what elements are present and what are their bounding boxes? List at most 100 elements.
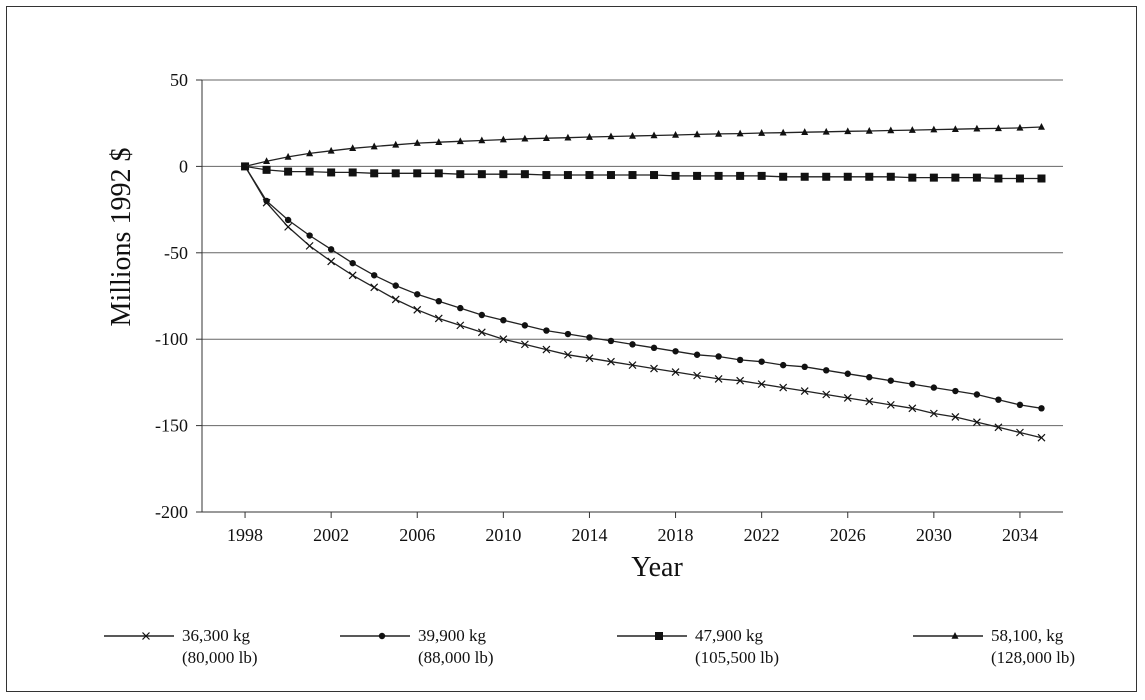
series-4	[241, 123, 1045, 170]
series-1-point-2	[284, 222, 293, 231]
series-4-point-5	[349, 144, 357, 152]
series-1-point-37	[1037, 433, 1046, 442]
series-1-point-8	[413, 305, 422, 314]
series-2-point-19	[650, 344, 658, 352]
series-4-point-4	[327, 146, 335, 154]
series-2-point-32	[930, 384, 938, 391]
series-3-line	[244, 165, 1042, 180]
series-3-point-23	[736, 171, 745, 180]
series-1-point-17	[607, 357, 615, 366]
series-4-point-22	[715, 129, 723, 137]
series-2-point-13	[521, 322, 529, 329]
y-tick-label-5: -200	[155, 502, 188, 522]
legend-item-3: 47,900 kg (105,500 lb)	[617, 626, 779, 667]
series-4-point-8	[413, 139, 421, 146]
series-2-point-15	[564, 330, 572, 338]
series-1-point-4	[327, 257, 336, 266]
series-1-line	[244, 166, 1042, 439]
series-4-point-30	[887, 126, 895, 134]
series-2-point-8	[414, 291, 421, 298]
x-tick-label-2: 2006	[399, 525, 435, 545]
x-tick-label-9: 2034	[1002, 525, 1038, 545]
series-2-point-36	[1016, 401, 1024, 409]
series-2-point-20	[672, 348, 679, 355]
series-1-point-36	[1016, 428, 1024, 437]
series-3-point-2	[284, 167, 293, 176]
y-tick-label-3: -100	[155, 329, 188, 349]
series-4-point-2	[284, 152, 292, 160]
series-1-point-9	[434, 314, 443, 323]
x-tick-label-6: 2022	[744, 525, 780, 545]
series-3-point-3	[305, 167, 314, 176]
series-4-point-14	[542, 134, 550, 142]
series-3-point-15	[563, 171, 572, 180]
series-3-point-9	[434, 169, 443, 178]
series-3-point-6	[370, 169, 379, 178]
series-3-point-35	[994, 174, 1003, 183]
series-4-point-37	[1037, 123, 1045, 130]
legend: 36,300 kg (80,000 lb) 39,900 kg (88,000 lb)…	[104, 626, 1075, 667]
legend-swatch-marker-3	[655, 632, 663, 640]
series-2-point-6	[371, 272, 378, 279]
series-4-point-31	[908, 126, 916, 133]
series-2-point-24	[758, 358, 765, 365]
series-1-point-12	[499, 335, 508, 344]
series-2-point-37	[1038, 405, 1045, 412]
series-3-point-20	[671, 171, 680, 180]
series-4-point-36	[1016, 123, 1024, 131]
series-2-point-12	[500, 316, 507, 324]
series-4-point-28	[844, 127, 852, 135]
series-3-point-31	[908, 173, 917, 182]
series-1-point-13	[520, 340, 529, 349]
series-4-point-25	[779, 128, 787, 136]
series-2-point-17	[607, 337, 615, 345]
series-3-point-8	[413, 169, 422, 178]
series-1-point-22	[714, 375, 723, 383]
x-tick-labels: 1998 2002 2006 2010 2014 2018 2022 2026 2030 2034	[227, 525, 1038, 545]
series-2-point-1	[263, 197, 270, 205]
series-1-point-7	[391, 295, 400, 304]
series-4-point-21	[693, 130, 701, 138]
series-4-point-24	[758, 129, 766, 136]
legend-sublabel-2: (88,000 lb)	[418, 648, 494, 667]
series-1-point-31	[908, 404, 917, 413]
legend-sublabel-1: (80,000 lb)	[182, 648, 258, 667]
series-4-point-1	[263, 157, 271, 165]
series-2-point-35	[995, 396, 1002, 403]
series-1	[241, 162, 1046, 442]
series-2-point-10	[457, 304, 464, 312]
series-4-point-35	[994, 124, 1002, 132]
series-3-point-21	[693, 171, 702, 180]
series-2-line	[244, 166, 1042, 409]
legend-label-1: 36,300 kg	[182, 626, 251, 645]
legend-swatch-marker-1	[142, 632, 150, 640]
series-2-point-28	[844, 370, 851, 377]
series-3	[241, 162, 1046, 183]
series-1-point-32	[929, 409, 938, 418]
x-tick-label-8: 2030	[916, 525, 952, 545]
series-4-point-26	[801, 128, 809, 135]
series-4-line	[244, 126, 1042, 168]
series-4-point-23	[736, 129, 744, 137]
x-tick-label-3: 2010	[485, 525, 521, 545]
x-tick-label-4: 2014	[571, 525, 607, 545]
series-3-point-12	[499, 170, 508, 179]
series-3-point-34	[972, 173, 981, 182]
series-2-point-26	[801, 363, 808, 371]
series-4-point-20	[672, 130, 680, 138]
series-2-point-3	[306, 232, 313, 239]
series-3-point-7	[391, 169, 400, 178]
series-2-point-18	[629, 341, 636, 348]
series-1-point-34	[972, 418, 981, 427]
legend-label-2: 39,900 kg	[418, 626, 487, 645]
series-4-point-3	[306, 149, 314, 157]
series-1-point-11	[477, 328, 486, 337]
x-tick-label-0: 1998	[227, 525, 263, 545]
y-axis-title: Millions 1992 $	[106, 148, 137, 327]
series-3-point-30	[886, 172, 895, 181]
series-1-point-19	[650, 364, 658, 373]
series-3-point-22	[714, 171, 723, 180]
series-4-point-17	[607, 132, 615, 140]
gridlines	[202, 79, 1063, 427]
